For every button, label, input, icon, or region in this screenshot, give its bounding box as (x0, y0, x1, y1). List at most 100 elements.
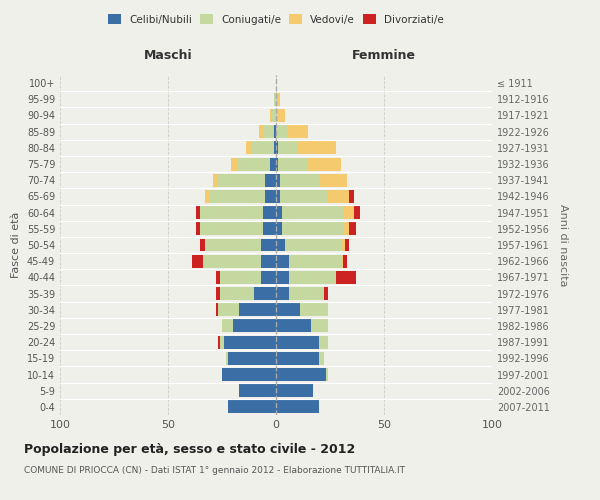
Bar (276, 158, 278, 170)
Bar (254, 287, 276, 300)
Bar (252, 142, 274, 154)
Bar (343, 222, 349, 235)
Bar (220, 271, 261, 284)
Bar (200, 238, 205, 252)
Bar (284, 238, 341, 252)
Bar (276, 174, 280, 186)
Bar (276, 336, 319, 348)
Bar (328, 190, 349, 203)
Bar (276, 222, 283, 235)
Bar (218, 304, 239, 316)
Bar (233, 320, 276, 332)
Bar (269, 109, 272, 122)
Bar (276, 352, 319, 365)
Bar (280, 190, 328, 203)
Bar (259, 125, 263, 138)
Bar (220, 287, 254, 300)
Bar (276, 190, 280, 203)
Bar (229, 400, 276, 413)
Bar (218, 336, 220, 348)
Bar (276, 142, 278, 154)
Bar (323, 287, 328, 300)
Bar (265, 174, 276, 186)
Bar (319, 336, 328, 348)
Bar (345, 238, 349, 252)
Bar (229, 352, 276, 365)
Bar (276, 238, 284, 252)
Bar (311, 320, 328, 332)
Bar (276, 109, 278, 122)
Bar (276, 320, 311, 332)
Bar (283, 206, 343, 219)
Bar (278, 142, 298, 154)
Bar (205, 190, 209, 203)
Bar (215, 304, 218, 316)
Bar (196, 222, 200, 235)
Bar (276, 93, 278, 106)
Bar (283, 222, 343, 235)
Bar (280, 174, 319, 186)
Bar (289, 271, 337, 284)
Bar (209, 190, 265, 203)
Bar (276, 400, 319, 413)
Bar (341, 238, 345, 252)
Y-axis label: Fasce di età: Fasce di età (11, 212, 21, 278)
Bar (224, 336, 276, 348)
Bar (215, 271, 220, 284)
Bar (276, 125, 287, 138)
Bar (263, 206, 276, 219)
Bar (308, 158, 341, 170)
Bar (276, 384, 313, 397)
Bar (278, 158, 308, 170)
Bar (300, 304, 328, 316)
Text: Femmine: Femmine (352, 49, 416, 62)
Bar (230, 158, 237, 170)
Bar (337, 271, 356, 284)
Text: COMUNE DI PRIOCCA (CN) - Dati ISTAT 1° gennaio 2012 - Elaborazione TUTTITALIA.IT: COMUNE DI PRIOCCA (CN) - Dati ISTAT 1° g… (24, 466, 405, 475)
Bar (237, 158, 269, 170)
Bar (214, 174, 218, 186)
Bar (354, 206, 360, 219)
Bar (222, 320, 233, 332)
Bar (215, 287, 220, 300)
Bar (276, 206, 283, 219)
Bar (239, 304, 276, 316)
Bar (200, 206, 263, 219)
Bar (276, 304, 300, 316)
Bar (274, 93, 276, 106)
Bar (263, 222, 276, 235)
Bar (276, 254, 289, 268)
Bar (272, 109, 276, 122)
Bar (192, 254, 203, 268)
Text: Maschi: Maschi (143, 49, 193, 62)
Bar (276, 287, 289, 300)
Bar (261, 254, 276, 268)
Y-axis label: Anni di nascita: Anni di nascita (558, 204, 568, 286)
Bar (289, 254, 341, 268)
Bar (196, 206, 200, 219)
Bar (261, 271, 276, 284)
Bar (263, 125, 274, 138)
Bar (200, 222, 263, 235)
Bar (220, 336, 224, 348)
Legend: Celibi/Nubili, Coniugati/e, Vedovi/e, Divorziati/e: Celibi/Nubili, Coniugati/e, Vedovi/e, Di… (104, 10, 448, 29)
Bar (287, 125, 308, 138)
Bar (341, 254, 343, 268)
Bar (239, 384, 276, 397)
Bar (261, 238, 276, 252)
Text: Popolazione per età, sesso e stato civile - 2012: Popolazione per età, sesso e stato civil… (24, 442, 355, 456)
Bar (349, 190, 354, 203)
Bar (289, 287, 323, 300)
Bar (274, 125, 276, 138)
Bar (298, 142, 337, 154)
Bar (278, 93, 280, 106)
Bar (246, 142, 252, 154)
Bar (278, 109, 284, 122)
Bar (218, 174, 265, 186)
Bar (276, 271, 289, 284)
Bar (205, 238, 261, 252)
Bar (203, 254, 261, 268)
Bar (326, 368, 328, 381)
Bar (222, 368, 276, 381)
Bar (274, 142, 276, 154)
